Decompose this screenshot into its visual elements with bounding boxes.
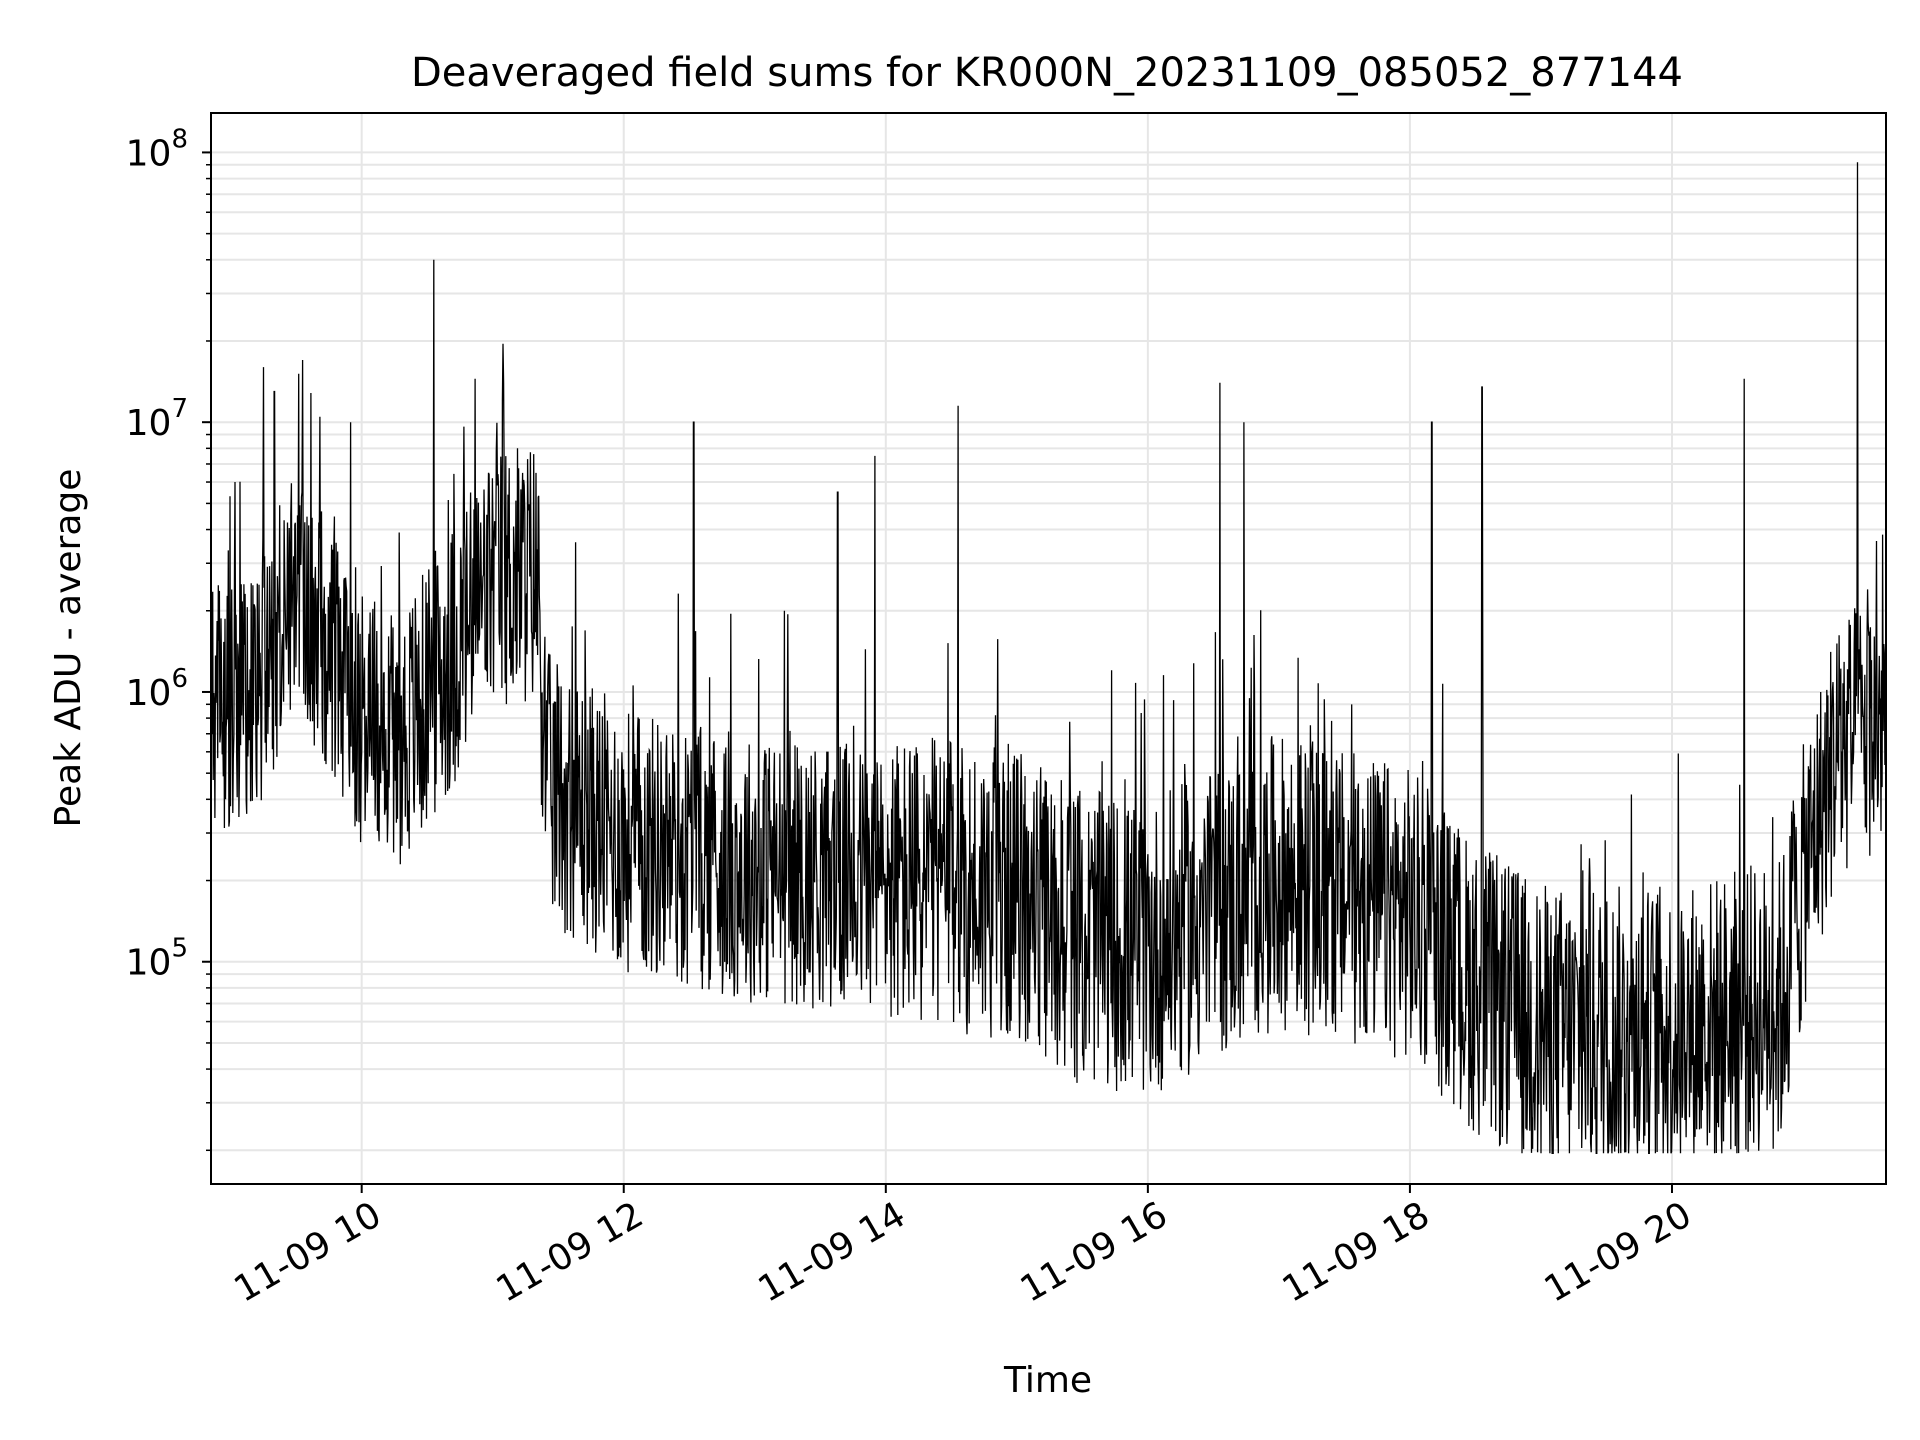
series-path bbox=[211, 162, 1886, 1154]
y-tick-label: 106 bbox=[126, 664, 188, 714]
series-line bbox=[211, 162, 1886, 1154]
chart-title: Deaveraged field sums for KR000N_2023110… bbox=[411, 50, 1683, 96]
plot-frame bbox=[210, 112, 1887, 1185]
y-tick-label: 105 bbox=[126, 934, 188, 984]
y-tick-label: 108 bbox=[126, 124, 188, 174]
y-tick-label: 107 bbox=[126, 394, 188, 444]
x-axis-label: Time bbox=[1003, 1360, 1092, 1401]
y-axis-label: Peak ADU - average bbox=[48, 469, 89, 828]
y-axis: 105 106 107 108 bbox=[126, 124, 211, 1152]
